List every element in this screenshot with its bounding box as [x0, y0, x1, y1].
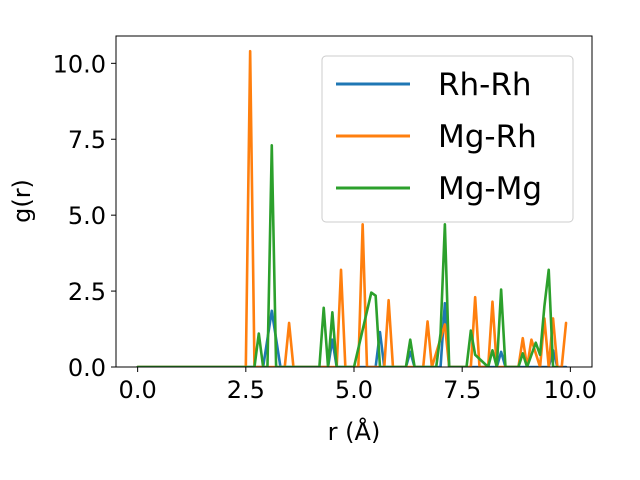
- x-tick-label: 7.5: [443, 376, 481, 404]
- legend-label-rh-rh: Rh-Rh: [438, 67, 532, 103]
- legend: Rh-Rh Mg-Rh Mg-Mg: [321, 55, 574, 223]
- x-tick-label: 5.0: [335, 376, 373, 404]
- legend-frame: [321, 55, 574, 223]
- x-tick-label: 0.0: [119, 376, 157, 404]
- y-axis-label: g(r): [8, 179, 36, 223]
- y-tick-label: 0.0: [68, 354, 106, 382]
- series-line-mg-mg: [136, 144, 559, 367]
- legend-label-mg-rh: Mg-Rh: [438, 119, 537, 155]
- x-tick-label: 10.0: [544, 376, 597, 404]
- y-axis: 0.0 2.5 5.0 7.5 10.0: [53, 50, 116, 382]
- y-tick-label: 5.0: [68, 202, 106, 230]
- series-layer: [136, 49, 568, 367]
- x-axis-label: r (Å): [328, 417, 381, 446]
- y-tick-label: 2.5: [68, 278, 106, 306]
- x-axis: 0.0 2.5 5.0 7.5 10.0: [119, 367, 597, 404]
- y-tick-label: 10.0: [53, 50, 106, 78]
- series-line-rh-rh: [136, 301, 568, 367]
- x-tick-label: 2.5: [227, 376, 265, 404]
- legend-label-mg-mg: Mg-Mg: [438, 171, 542, 207]
- y-tick-label: 7.5: [68, 126, 106, 154]
